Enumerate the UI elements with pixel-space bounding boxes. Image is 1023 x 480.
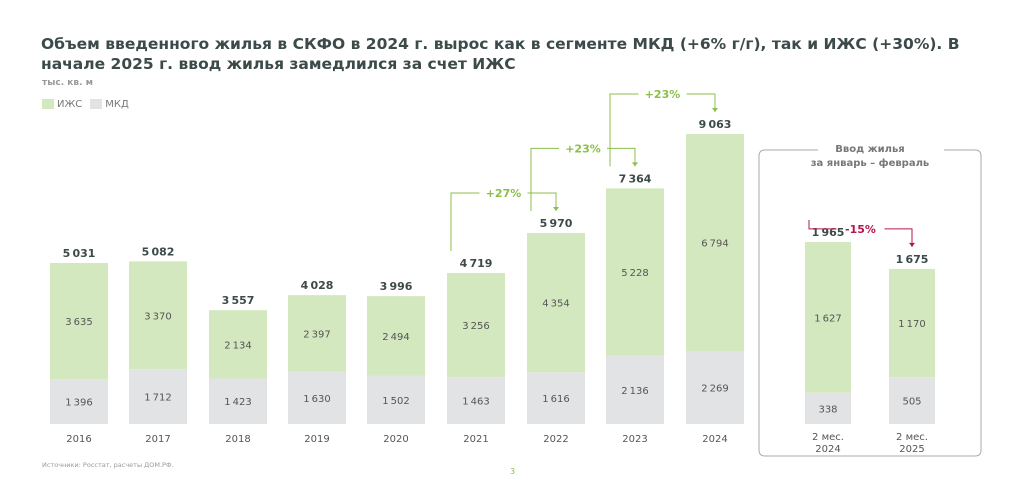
total-label: 5 082 [142,245,175,258]
total-label: 4 719 [460,257,493,270]
bar-mkd [447,377,505,424]
arrow-head-icon [632,162,638,167]
data-label-mkd: 1 423 [224,397,251,408]
data-label-izhs: 5 228 [621,268,648,279]
total-label: 7 364 [619,172,652,185]
data-label-mkd: 1 463 [462,397,489,408]
data-label-mkd: 2 136 [621,386,648,397]
x-tick-label: 2 мес. [812,432,844,443]
data-label-mkd: 1 502 [382,396,409,407]
x-tick-label: 2025 [899,444,924,455]
x-tick-label: 2022 [543,434,568,445]
bar-mkd [527,372,585,424]
growth-label: -15% [845,223,876,236]
panel-frame [758,149,982,457]
data-label-mkd: 1 630 [303,394,330,405]
bar-izhs [447,272,505,378]
x-tick-label: 2021 [463,434,488,445]
panel-title: за январь – февраль [811,157,929,169]
x-tick-label: 2019 [304,434,329,445]
arrow-line [527,192,557,211]
x-tick-label: 2023 [622,434,647,445]
legend: ИЖС МКД [42,99,129,110]
bar-izhs [527,232,585,373]
total-label: 5 031 [63,247,96,260]
legend-swatch-izhs [42,99,54,109]
data-label-mkd: 1 396 [65,398,92,409]
arrow-line [450,192,480,251]
total-label: 3 996 [380,280,413,293]
bar-mkd [209,378,267,424]
bar-izhs [50,263,108,380]
page-number: 3 [510,467,516,476]
data-label-izhs: 3 256 [462,321,489,332]
bar-izhs [367,296,425,376]
arrow-head-icon [712,107,718,112]
growth-label: +23% [565,142,601,155]
unit-label: тыс. кв. м [42,78,93,88]
data-label-mkd: 1 616 [542,394,569,405]
data-label-izhs: 6 794 [701,239,728,250]
bar-mkd [606,355,664,424]
x-tick-label: 2016 [66,434,91,445]
data-label-mkd: 2 269 [701,384,728,395]
growth-label: +23% [645,88,681,101]
arrow-line [884,228,913,247]
data-label-mkd: 338 [818,404,837,415]
total-label: 5 970 [540,217,573,230]
data-label-mkd: 1 712 [144,393,171,404]
arrow-head-icon [909,242,915,247]
arrow-line [530,147,559,211]
x-tick-label: 2017 [145,434,170,445]
footnote: Источники: Росстат, расчеты ДОМ.РФ. [42,461,174,469]
data-label-izhs: 1 170 [898,319,925,330]
legend-item-mkd: МКД [90,99,129,110]
x-tick-label: 2020 [383,434,408,445]
data-label-izhs: 2 494 [382,332,409,343]
x-tick-label: 2018 [225,434,250,445]
data-label-izhs: 3 635 [65,317,92,328]
legend-item-izhs: ИЖС [42,99,82,110]
total-label: 1 965 [812,226,845,239]
data-label-izhs: 3 370 [144,311,171,322]
bar-izhs [209,310,267,379]
arrow-line [686,93,716,112]
bar-izhs [288,295,346,372]
page-title: Объем введенного жилья в СКФО в 2024 г. … [41,35,960,73]
arrow-line [609,93,639,167]
x-tick-label: 2 мес. [896,432,928,443]
data-label-mkd: 505 [902,397,921,408]
x-tick-label: 2024 [702,434,727,445]
bar-izhs [805,242,851,393]
bar-mkd [129,369,187,424]
arrow-head-icon [553,206,559,211]
total-label: 1 675 [896,253,929,266]
data-label-izhs: 2 134 [224,340,251,351]
bar-mkd [288,371,346,424]
total-label: 3 557 [222,294,255,307]
bar-mkd [686,351,744,424]
arrow-line [808,220,837,230]
bar-izhs [129,261,187,370]
data-label-izhs: 1 627 [814,313,841,324]
bar-izhs [606,188,664,356]
panel-title: Ввод жилья [835,144,904,155]
bar-mkd [50,379,108,424]
bar-mkd [889,377,935,424]
x-tick-label: 2024 [815,444,840,455]
total-label: 9 063 [699,118,732,131]
total-label: 4 028 [301,279,334,292]
growth-label: +27% [486,187,522,200]
bar-mkd [367,375,425,424]
bar-mkd [805,392,851,424]
bar-izhs [889,268,935,378]
data-label-izhs: 4 354 [542,299,569,310]
data-label-izhs: 2 397 [303,329,330,340]
legend-swatch-mkd [90,99,103,109]
arrow-line [607,147,636,167]
bar-izhs [686,133,744,352]
